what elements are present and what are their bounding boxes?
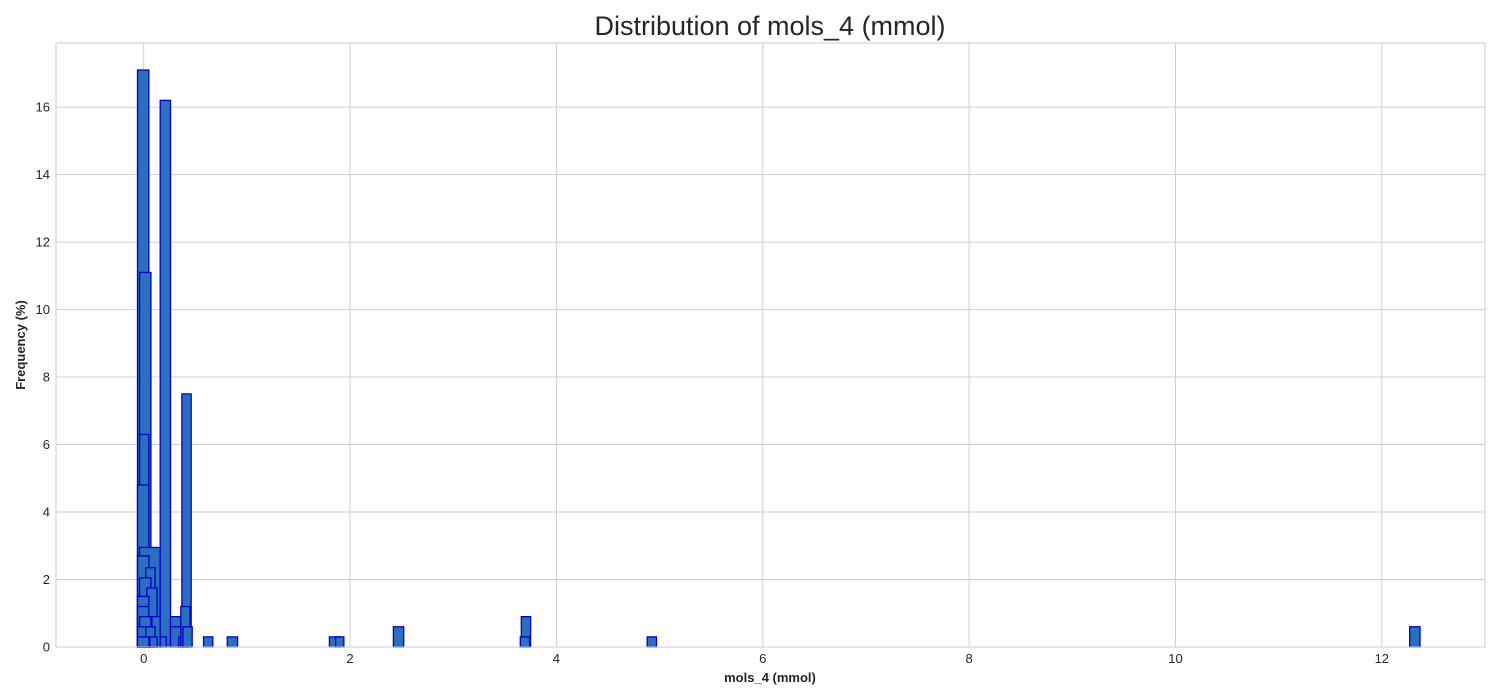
histogram-bar bbox=[226, 636, 239, 648]
y-tick-label: 2 bbox=[43, 572, 50, 587]
x-axis-label: mols_4 (mmol) bbox=[724, 670, 816, 685]
histogram-bars bbox=[136, 69, 1421, 648]
y-tick-label: 8 bbox=[43, 370, 50, 385]
histogram-bar bbox=[136, 636, 150, 648]
chart-title: Distribution of mols_4 (mmol) bbox=[594, 11, 945, 41]
histogram-bar bbox=[159, 636, 168, 648]
histogram-bar bbox=[159, 99, 172, 648]
x-tick-label: 12 bbox=[1375, 651, 1389, 666]
x-tick-label: 0 bbox=[140, 651, 147, 666]
histogram-bar bbox=[149, 636, 158, 648]
histogram-bar bbox=[182, 626, 193, 648]
x-tick-label: 2 bbox=[346, 651, 353, 666]
y-tick-label: 12 bbox=[36, 235, 50, 250]
y-axis-label: Frequency (%) bbox=[13, 300, 28, 390]
y-axis-ticks: 0 2 4 6 8 10 12 14 16 bbox=[36, 100, 50, 655]
plot-frame bbox=[55, 42, 1486, 648]
histogram-bar bbox=[392, 626, 405, 648]
y-tick-label: 4 bbox=[43, 505, 50, 520]
x-tick-label: 8 bbox=[965, 651, 972, 666]
histogram-bar bbox=[646, 636, 658, 648]
y-tick-label: 0 bbox=[43, 640, 50, 655]
x-tick-label: 6 bbox=[759, 651, 766, 666]
grid-lines bbox=[56, 43, 1485, 648]
histogram-bar bbox=[1409, 626, 1421, 648]
histogram-bar bbox=[519, 636, 531, 648]
y-tick-label: 16 bbox=[36, 100, 50, 115]
x-tick-label: 10 bbox=[1168, 651, 1182, 666]
histogram-bar bbox=[334, 636, 345, 648]
y-tick-label: 14 bbox=[36, 167, 50, 182]
histogram-bar bbox=[202, 636, 214, 648]
y-tick-label: 6 bbox=[43, 437, 50, 452]
y-tick-label: 10 bbox=[36, 302, 50, 317]
x-tick-label: 4 bbox=[553, 651, 560, 666]
x-axis-ticks: 0 2 4 6 8 10 12 bbox=[140, 651, 1389, 666]
